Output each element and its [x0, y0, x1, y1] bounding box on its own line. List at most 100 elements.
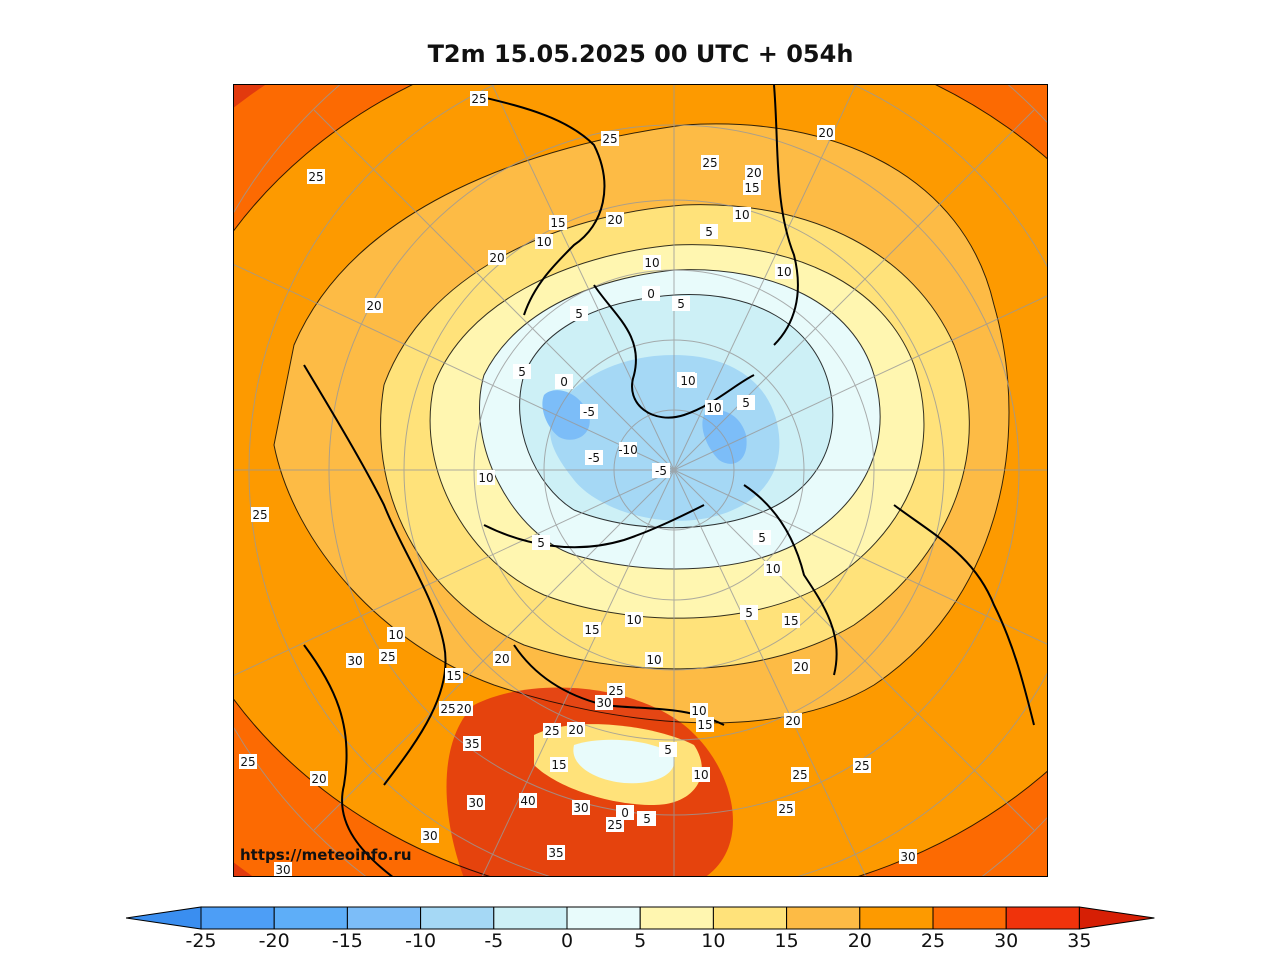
svg-text:25: 25: [702, 156, 717, 170]
svg-text:10: 10: [478, 471, 493, 485]
svg-text:20: 20: [785, 714, 800, 728]
svg-text:15: 15: [697, 718, 712, 732]
colorbar-cell: [786, 906, 861, 930]
svg-text:35: 35: [548, 846, 563, 860]
contour-label: 10: [679, 373, 697, 388]
svg-text:10: 10: [644, 256, 659, 270]
svg-text:20: 20: [489, 251, 504, 265]
contour-label: 25: [701, 155, 719, 170]
svg-text:-10: -10: [618, 443, 638, 457]
svg-text:30: 30: [422, 829, 437, 843]
svg-text:5: 5: [537, 536, 545, 550]
contour-label: 5: [513, 364, 531, 379]
contour-label: 25: [791, 767, 809, 782]
contour-label: 0: [555, 374, 573, 389]
contour-label: 5: [753, 530, 771, 545]
svg-text:10: 10: [691, 704, 706, 718]
contour-label: 20: [455, 701, 473, 716]
svg-text:10: 10: [388, 628, 403, 642]
svg-text:30: 30: [347, 654, 362, 668]
contour-label: 20: [792, 659, 810, 674]
svg-text:25: 25: [440, 702, 455, 716]
svg-text:10: 10: [734, 208, 749, 222]
colorbar-tick-label: -10: [405, 930, 437, 952]
contour-label: 30: [899, 849, 917, 864]
svg-text:15: 15: [551, 758, 566, 772]
contour-label: 10: [692, 767, 710, 782]
contour-label: 5: [638, 811, 656, 826]
svg-text:15: 15: [550, 216, 565, 230]
contour-label: 0: [642, 286, 660, 301]
map-title: T2m 15.05.2025 00 UTC + 054h: [427, 40, 854, 68]
svg-text:5: 5: [664, 743, 672, 757]
contour-label: 25: [777, 801, 795, 816]
contour-label: 10: [733, 207, 751, 222]
colorbar-cell: [712, 906, 788, 930]
svg-text:25: 25: [380, 650, 395, 664]
colorbar-cell: [566, 906, 641, 930]
colorbar-cell: [200, 906, 275, 930]
contour-label: 25: [543, 723, 561, 738]
zone-coldest-west: [542, 390, 590, 440]
svg-text:20: 20: [311, 772, 326, 786]
contour-label: 0: [616, 805, 634, 820]
svg-text:25: 25: [252, 508, 267, 522]
colorbar-tick-label: 10: [701, 930, 726, 952]
svg-text:0: 0: [621, 806, 629, 820]
contour-label: 5: [700, 224, 718, 239]
contour-label: 20: [745, 165, 763, 180]
colorbar-cells: [126, 906, 1155, 930]
contour-label: 10: [645, 652, 663, 667]
contour-label: 25: [439, 701, 457, 716]
svg-text:0: 0: [647, 287, 655, 301]
colorbar-min-extension: [126, 906, 202, 930]
contour-label: 30: [595, 695, 613, 710]
contour-label: 25: [470, 91, 488, 106]
contour-label: 30: [274, 862, 292, 876]
credit-text[interactable]: https://meteoinfo.ru: [240, 846, 412, 864]
map-canvas: 25 25 20 25 15 10 20 25 20 20 20 15 10 1…: [234, 85, 1047, 876]
svg-text:30: 30: [900, 850, 915, 864]
contour-label: 10: [387, 627, 405, 642]
svg-text:30: 30: [596, 696, 611, 710]
contour-label: 20: [817, 125, 835, 140]
colorbar-cell: [639, 906, 714, 930]
zone-colder-highland: [573, 739, 675, 784]
graticule: [234, 85, 1047, 876]
contour-label: 10: [625, 612, 643, 627]
svg-text:20: 20: [607, 213, 622, 227]
contour-label: 15: [445, 668, 463, 683]
colorbar-cell: [1005, 906, 1080, 930]
svg-text:10: 10: [626, 613, 641, 627]
svg-text:20: 20: [818, 126, 833, 140]
svg-text:5: 5: [742, 396, 750, 410]
contour-label: 10: [705, 400, 723, 415]
svg-text:5: 5: [575, 307, 583, 321]
contour-label: 40: [519, 793, 537, 808]
svg-text:40: 40: [520, 794, 535, 808]
colorbar-cell: [273, 906, 348, 930]
contour-label: 25: [379, 649, 397, 664]
contour-label: 25: [606, 817, 624, 832]
svg-text:25: 25: [854, 759, 869, 773]
contour-label: -5: [580, 404, 598, 419]
contour-label: 15: [743, 180, 761, 195]
svg-text:35: 35: [464, 737, 479, 751]
svg-text:15: 15: [446, 669, 461, 683]
temperature-map: 25 25 20 25 15 10 20 25 20 20 20 15 10 1…: [233, 84, 1048, 877]
svg-text:25: 25: [778, 802, 793, 816]
svg-text:15: 15: [744, 181, 759, 195]
contour-label: 15: [549, 215, 567, 230]
svg-text:10: 10: [706, 401, 721, 415]
contour-label: 10: [535, 234, 553, 249]
contour-label: 30: [467, 795, 485, 810]
svg-text:25: 25: [544, 724, 559, 738]
contour-label: 20: [365, 298, 383, 313]
svg-text:10: 10: [646, 653, 661, 667]
svg-text:25: 25: [608, 684, 623, 698]
svg-text:15: 15: [584, 623, 599, 637]
contour-label: 25: [607, 683, 625, 698]
svg-text:10: 10: [693, 768, 708, 782]
svg-text:5: 5: [745, 606, 753, 620]
colorbar-cell: [420, 906, 495, 930]
